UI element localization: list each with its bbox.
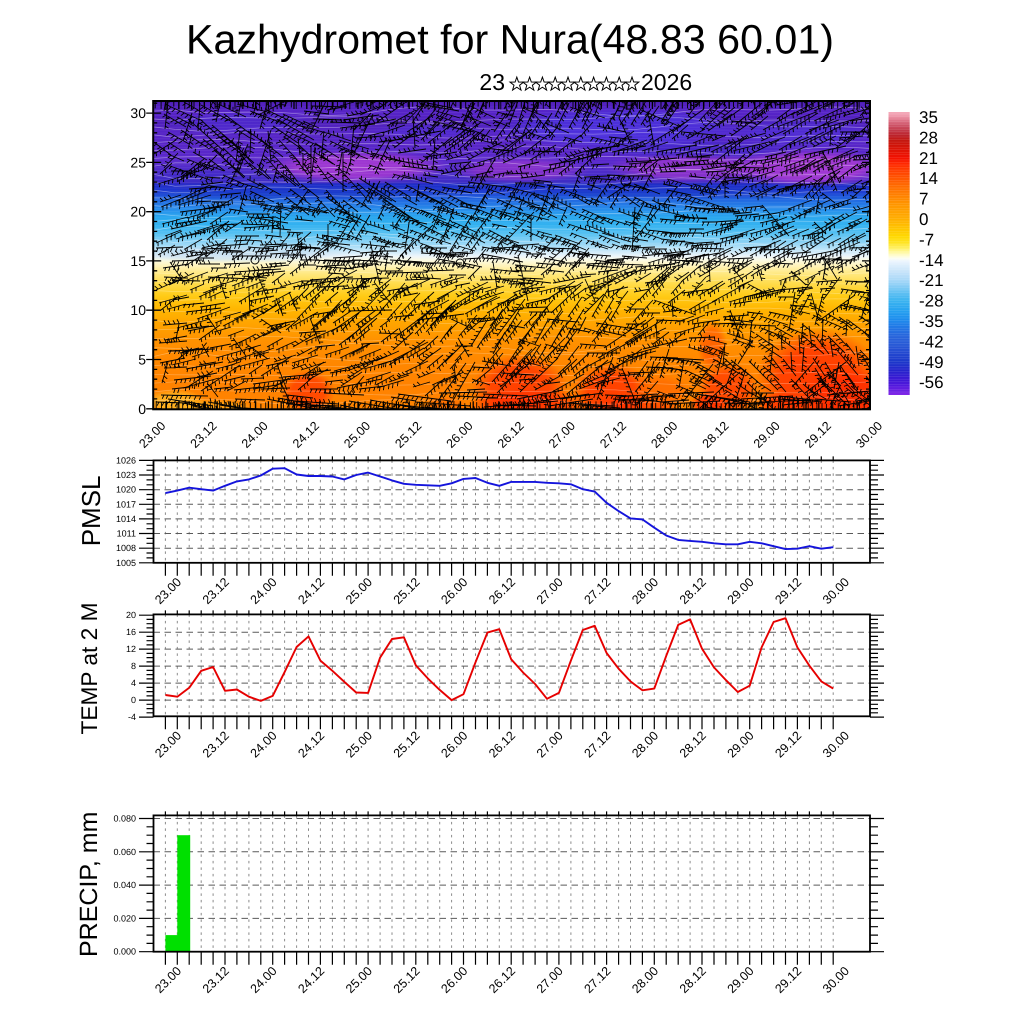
svg-text:0.040: 0.040 bbox=[113, 880, 136, 890]
svg-text:10: 10 bbox=[130, 302, 146, 318]
svg-text:0.020: 0.020 bbox=[113, 913, 136, 923]
svg-text:0.060: 0.060 bbox=[113, 847, 136, 857]
svg-text:-35: -35 bbox=[919, 312, 944, 331]
svg-text:1011: 1011 bbox=[117, 529, 136, 539]
svg-text:21: 21 bbox=[919, 149, 938, 168]
svg-text:0.000: 0.000 bbox=[113, 947, 136, 957]
svg-text:-14: -14 bbox=[919, 251, 944, 270]
svg-text:23: 23 bbox=[479, 69, 505, 95]
svg-text:-42: -42 bbox=[919, 332, 944, 351]
svg-text:1008: 1008 bbox=[116, 543, 136, 553]
svg-text:1023: 1023 bbox=[116, 470, 136, 480]
svg-text:0: 0 bbox=[919, 210, 928, 229]
svg-text:-28: -28 bbox=[919, 292, 944, 311]
svg-text:PRECIP, mm: PRECIP, mm bbox=[75, 812, 103, 957]
svg-text:28: 28 bbox=[919, 128, 938, 147]
svg-text:0.080: 0.080 bbox=[113, 814, 136, 824]
svg-text:25: 25 bbox=[130, 154, 146, 170]
svg-text:-56: -56 bbox=[919, 373, 944, 392]
svg-text:12: 12 bbox=[126, 644, 136, 654]
svg-text:14: 14 bbox=[919, 169, 938, 188]
svg-text:1017: 1017 bbox=[116, 499, 136, 509]
svg-text:-21: -21 bbox=[919, 271, 944, 290]
svg-text:35: 35 bbox=[919, 108, 938, 127]
svg-text:0: 0 bbox=[131, 695, 136, 705]
svg-text:1014: 1014 bbox=[116, 514, 136, 524]
svg-text:PMSL: PMSL bbox=[76, 475, 106, 546]
svg-text:5: 5 bbox=[138, 352, 146, 368]
svg-text:1026: 1026 bbox=[116, 455, 136, 465]
svg-text:16: 16 bbox=[126, 627, 136, 637]
svg-text:0: 0 bbox=[138, 401, 146, 417]
svg-text:2026: 2026 bbox=[641, 69, 692, 95]
svg-text:30: 30 bbox=[130, 105, 146, 121]
svg-text:20: 20 bbox=[130, 204, 146, 220]
svg-text:15: 15 bbox=[130, 253, 146, 269]
svg-text:-49: -49 bbox=[919, 353, 944, 372]
svg-text:Kazhydromet for Nura(48.83 60.: Kazhydromet for Nura(48.83 60.01) bbox=[186, 17, 834, 63]
svg-text:-4: -4 bbox=[128, 712, 136, 722]
svg-text:1005: 1005 bbox=[116, 558, 136, 568]
svg-text:4: 4 bbox=[131, 678, 136, 688]
svg-text:7: 7 bbox=[919, 190, 928, 209]
svg-text:20: 20 bbox=[126, 610, 136, 620]
svg-text:-7: -7 bbox=[919, 230, 934, 249]
svg-text:TEMP at 2 M: TEMP at 2 M bbox=[76, 603, 102, 735]
svg-text:1020: 1020 bbox=[116, 485, 136, 495]
svg-text:8: 8 bbox=[131, 661, 136, 671]
